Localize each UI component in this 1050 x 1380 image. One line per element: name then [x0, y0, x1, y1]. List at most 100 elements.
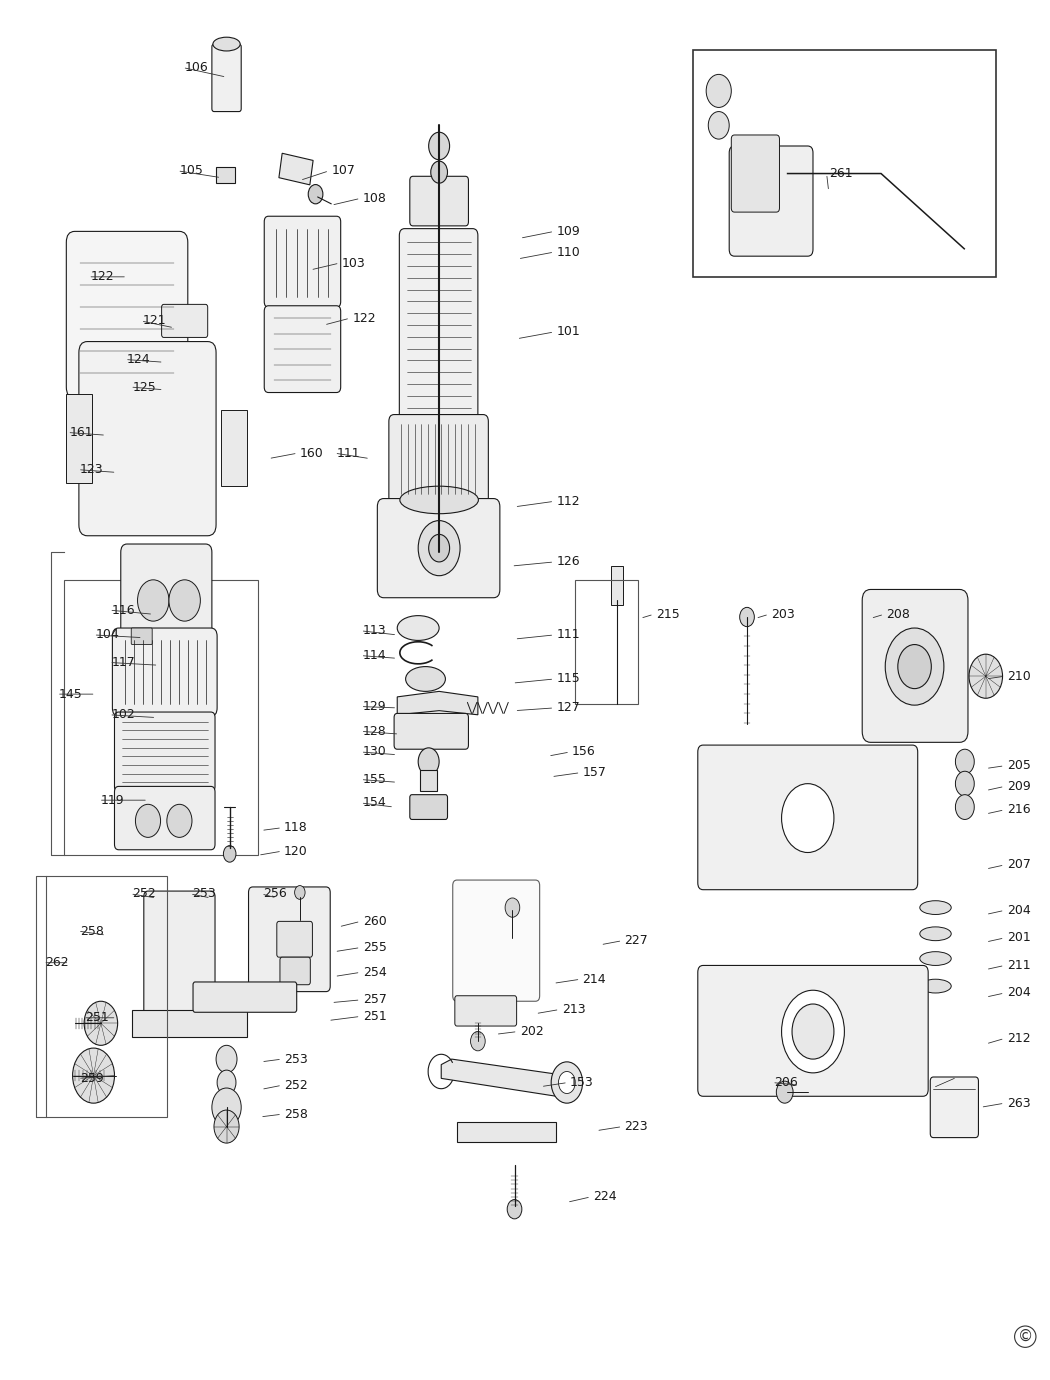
Ellipse shape: [920, 927, 951, 941]
Text: 126: 126: [556, 555, 580, 569]
Circle shape: [430, 161, 447, 184]
Text: 120: 120: [285, 845, 308, 857]
Text: 109: 109: [556, 225, 581, 237]
Circle shape: [792, 1005, 834, 1058]
Text: 203: 203: [771, 607, 795, 621]
Text: 111: 111: [336, 447, 360, 460]
Text: 128: 128: [362, 724, 386, 738]
FancyBboxPatch shape: [731, 135, 779, 213]
Circle shape: [217, 1070, 236, 1094]
Text: 124: 124: [127, 353, 151, 366]
FancyBboxPatch shape: [121, 544, 212, 636]
Text: 207: 207: [1007, 858, 1031, 871]
Circle shape: [781, 784, 834, 853]
Text: 105: 105: [180, 164, 204, 177]
Circle shape: [781, 991, 844, 1072]
Text: 113: 113: [362, 624, 386, 638]
Circle shape: [418, 748, 439, 776]
Ellipse shape: [213, 37, 240, 51]
FancyBboxPatch shape: [114, 787, 215, 850]
Text: 123: 123: [80, 464, 104, 476]
Circle shape: [295, 886, 306, 900]
FancyBboxPatch shape: [144, 891, 215, 1027]
Text: 103: 103: [341, 257, 365, 269]
FancyBboxPatch shape: [455, 996, 517, 1027]
FancyBboxPatch shape: [114, 712, 215, 792]
Polygon shape: [397, 691, 478, 715]
Bar: [279, 153, 313, 185]
Circle shape: [135, 805, 161, 838]
Text: 155: 155: [362, 773, 386, 787]
Circle shape: [559, 1071, 575, 1093]
FancyBboxPatch shape: [862, 589, 968, 742]
Text: 263: 263: [1007, 1097, 1030, 1110]
Text: 252: 252: [285, 1079, 308, 1092]
FancyBboxPatch shape: [277, 922, 313, 958]
Text: 252: 252: [132, 887, 156, 900]
Text: 122: 122: [352, 312, 376, 324]
FancyBboxPatch shape: [388, 414, 488, 504]
Text: 156: 156: [572, 745, 596, 759]
Text: 108: 108: [362, 192, 386, 204]
Text: 208: 208: [886, 607, 910, 621]
Circle shape: [169, 580, 201, 621]
Text: 205: 205: [1007, 759, 1031, 773]
Text: 125: 125: [132, 381, 156, 393]
Text: 106: 106: [185, 61, 208, 75]
Text: 258: 258: [80, 925, 104, 937]
FancyBboxPatch shape: [162, 305, 208, 338]
Text: 117: 117: [111, 656, 135, 669]
Circle shape: [138, 580, 169, 621]
Circle shape: [969, 654, 1003, 698]
Text: 260: 260: [362, 915, 386, 927]
FancyBboxPatch shape: [280, 958, 311, 985]
Text: 211: 211: [1007, 959, 1030, 972]
FancyBboxPatch shape: [729, 146, 813, 257]
Text: 121: 121: [143, 315, 166, 327]
FancyBboxPatch shape: [66, 232, 188, 397]
Circle shape: [507, 1199, 522, 1219]
Text: 224: 224: [593, 1191, 616, 1203]
Circle shape: [428, 132, 449, 160]
Text: 258: 258: [285, 1108, 308, 1121]
Text: 157: 157: [583, 766, 607, 780]
Text: 215: 215: [656, 607, 679, 621]
Text: 160: 160: [300, 447, 323, 460]
Text: 251: 251: [85, 1012, 109, 1024]
Circle shape: [84, 1002, 118, 1045]
Circle shape: [224, 846, 236, 862]
Text: 112: 112: [556, 495, 580, 508]
FancyBboxPatch shape: [410, 177, 468, 226]
Text: 255: 255: [362, 941, 386, 954]
FancyBboxPatch shape: [249, 887, 330, 992]
Text: 116: 116: [111, 603, 135, 617]
FancyBboxPatch shape: [394, 713, 468, 749]
Circle shape: [418, 520, 460, 575]
Text: 161: 161: [69, 426, 93, 439]
Circle shape: [212, 1087, 242, 1126]
Circle shape: [216, 1045, 237, 1072]
Circle shape: [309, 185, 323, 204]
Ellipse shape: [920, 980, 951, 994]
Text: 254: 254: [362, 966, 386, 978]
Text: 127: 127: [556, 701, 581, 715]
Text: 204: 204: [1007, 987, 1030, 999]
Bar: [64, 580, 258, 856]
FancyBboxPatch shape: [410, 795, 447, 820]
Text: 212: 212: [1007, 1032, 1030, 1045]
Circle shape: [739, 607, 754, 627]
Circle shape: [956, 795, 974, 820]
Bar: [611, 566, 624, 604]
FancyBboxPatch shape: [265, 217, 340, 308]
Text: 114: 114: [362, 649, 386, 662]
Circle shape: [428, 534, 449, 562]
Circle shape: [72, 1047, 114, 1103]
Bar: [66, 393, 92, 483]
Text: 213: 213: [562, 1003, 585, 1016]
Text: 153: 153: [570, 1076, 594, 1089]
FancyBboxPatch shape: [399, 229, 478, 421]
Text: 118: 118: [285, 821, 308, 835]
Text: 201: 201: [1007, 932, 1030, 944]
Text: 251: 251: [362, 1010, 386, 1023]
Bar: [693, 50, 996, 277]
